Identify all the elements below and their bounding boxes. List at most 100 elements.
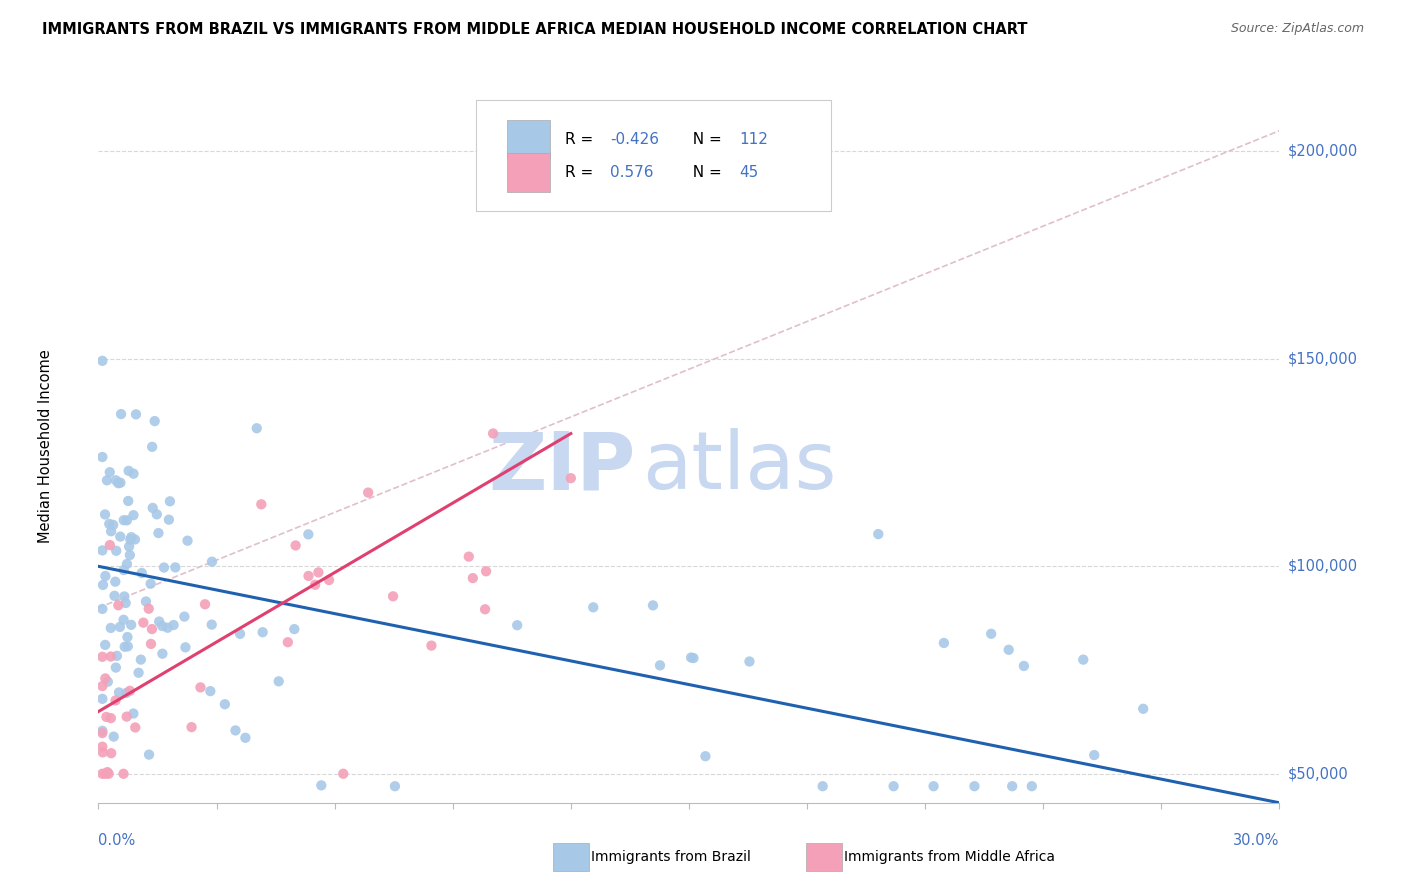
Point (104, 473, 127, 487)
Point (91, 578, 114, 592)
Point (115, 513, 138, 527)
Point (457, 549, 479, 564)
Point (229, 627, 252, 641)
Point (156, 621, 179, 635)
Point (139, 637, 162, 651)
Point (115, 709, 138, 723)
Point (932, 636, 955, 650)
Point (94, 766, 117, 780)
Text: N =: N = (683, 165, 727, 180)
Point (112, 766, 135, 780)
Point (582, 600, 605, 615)
Point (91, 745, 114, 759)
Point (94, 638, 117, 652)
Text: 45: 45 (740, 165, 759, 180)
Point (304, 578, 326, 592)
Point (91, 739, 114, 754)
Point (1001, 779, 1024, 793)
Point (1071, 653, 1094, 667)
Point (97, 674, 120, 689)
Point (91, 726, 114, 740)
Point (252, 625, 274, 640)
Point (100, 711, 122, 725)
Point (738, 655, 761, 669)
Point (307, 566, 329, 580)
Point (997, 642, 1019, 657)
Point (100, 746, 122, 760)
Point (162, 618, 184, 632)
Point (112, 513, 135, 527)
Point (118, 683, 141, 698)
Text: 0.0%: 0.0% (98, 833, 135, 848)
Point (129, 652, 152, 666)
Point (91, 602, 114, 616)
Point (180, 720, 202, 734)
Point (165, 560, 187, 574)
Point (641, 599, 664, 613)
Text: 112: 112 (740, 132, 769, 146)
Point (122, 467, 145, 481)
Text: Median Household Income: Median Household Income (38, 349, 53, 543)
Point (250, 497, 273, 511)
FancyBboxPatch shape (508, 153, 550, 192)
Point (297, 527, 319, 541)
Text: R =: R = (565, 132, 598, 146)
Point (173, 609, 195, 624)
Point (297, 569, 319, 583)
Point (91, 649, 114, 664)
Point (141, 622, 163, 636)
Text: Immigrants from Middle Africa: Immigrants from Middle Africa (844, 850, 1054, 864)
Point (100, 621, 122, 635)
Point (139, 576, 162, 591)
Point (117, 494, 139, 508)
Point (461, 571, 484, 585)
Point (157, 513, 180, 527)
Point (811, 779, 834, 793)
Point (98, 465, 121, 479)
Text: $50,000: $50,000 (1288, 766, 1348, 781)
Point (318, 573, 340, 587)
Point (474, 602, 496, 616)
Point (117, 630, 139, 644)
Point (868, 527, 890, 541)
FancyBboxPatch shape (477, 100, 831, 211)
Point (200, 684, 222, 698)
Point (153, 560, 176, 574)
Point (104, 574, 127, 589)
Point (115, 686, 138, 700)
Point (100, 649, 122, 664)
Point (174, 640, 197, 655)
Point (96, 473, 118, 487)
Point (91, 691, 114, 706)
Point (142, 500, 165, 515)
Point (110, 530, 132, 544)
Point (194, 597, 217, 611)
Point (124, 721, 146, 735)
Point (120, 533, 142, 547)
Point (1132, 702, 1154, 716)
Point (125, 407, 148, 421)
Point (159, 494, 181, 508)
Point (132, 615, 155, 630)
Point (122, 508, 145, 523)
Point (384, 779, 406, 793)
Point (98, 516, 121, 531)
Text: $100,000: $100,000 (1288, 558, 1358, 574)
Point (96, 710, 118, 724)
Point (112, 563, 135, 577)
Point (94, 569, 117, 583)
Point (107, 599, 129, 613)
Point (91, 354, 114, 368)
Point (883, 779, 905, 793)
Point (475, 564, 498, 578)
Text: IMMIGRANTS FROM BRAZIL VS IMMIGRANTS FROM MIDDLE AFRICA MEDIAN HOUSEHOLD INCOME : IMMIGRANTS FROM BRAZIL VS IMMIGRANTS FRO… (42, 22, 1028, 37)
Point (246, 421, 269, 435)
Point (506, 618, 529, 632)
Point (120, 618, 142, 632)
Point (277, 635, 299, 649)
Text: 0.576: 0.576 (610, 165, 654, 180)
Point (214, 697, 236, 711)
Point (122, 706, 145, 721)
Point (1012, 659, 1035, 673)
Point (150, 619, 173, 633)
